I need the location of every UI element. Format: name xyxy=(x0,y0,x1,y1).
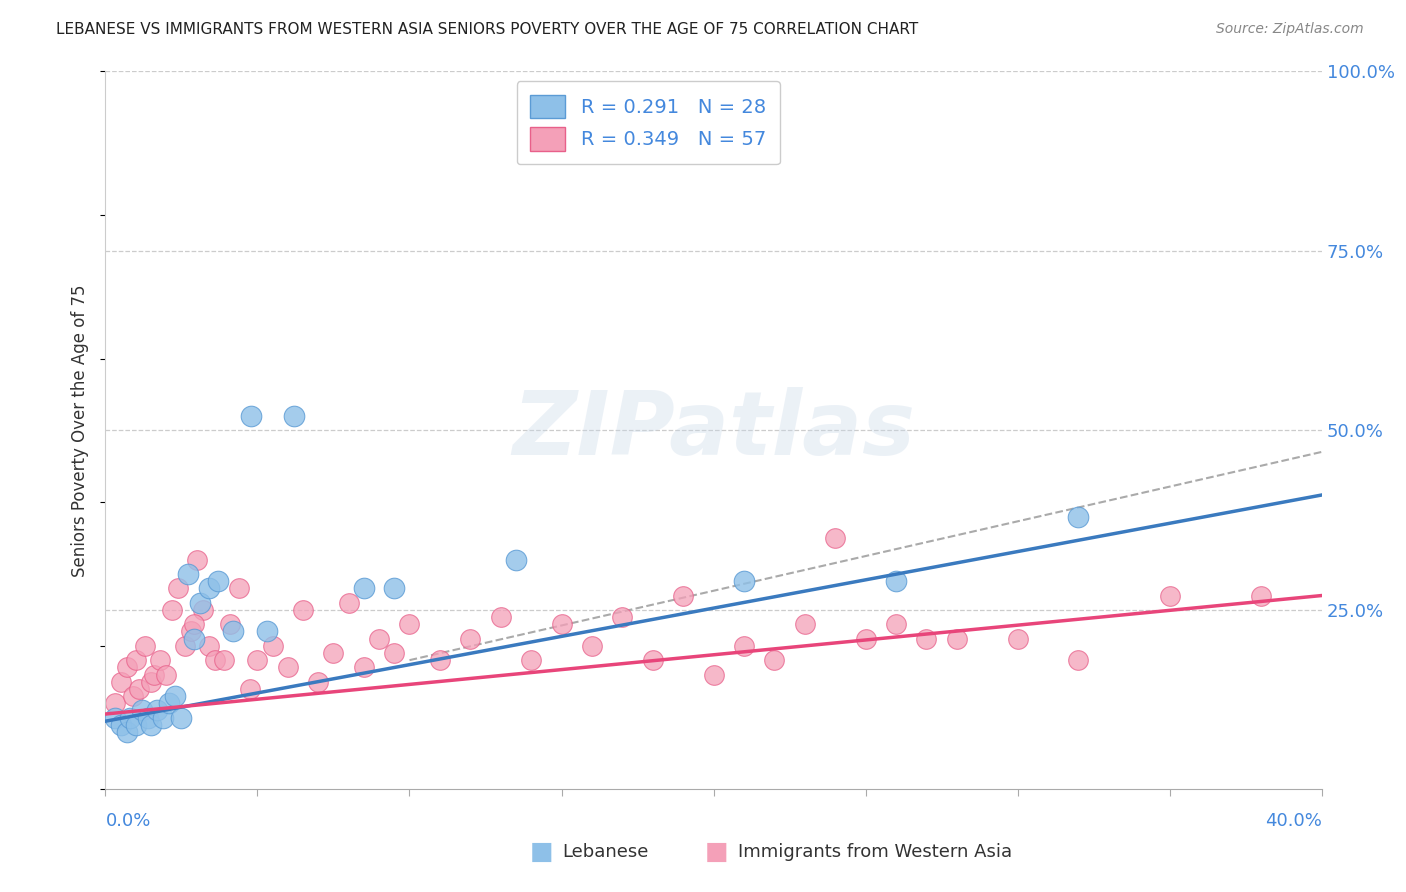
Point xyxy=(672,589,695,603)
Point xyxy=(240,409,263,423)
Point xyxy=(884,617,907,632)
Point xyxy=(125,718,148,732)
Text: 40.0%: 40.0% xyxy=(1265,812,1322,830)
Point xyxy=(824,531,846,545)
Point xyxy=(763,653,786,667)
Point xyxy=(176,567,198,582)
Point xyxy=(292,603,315,617)
Point xyxy=(162,603,184,617)
Point xyxy=(915,632,938,646)
Point xyxy=(277,660,299,674)
Point xyxy=(170,710,193,724)
Point xyxy=(143,667,166,681)
Point xyxy=(125,653,148,667)
Point xyxy=(155,667,177,681)
Point xyxy=(115,660,138,674)
Point xyxy=(191,603,214,617)
Point xyxy=(198,639,221,653)
Point xyxy=(152,710,174,724)
Point xyxy=(183,632,205,646)
Point xyxy=(793,617,815,632)
Y-axis label: Seniors Poverty Over the Age of 75: Seniors Poverty Over the Age of 75 xyxy=(72,285,90,576)
Point xyxy=(115,725,138,739)
Point xyxy=(219,617,242,632)
Point xyxy=(165,689,187,703)
Point xyxy=(134,639,156,653)
Point xyxy=(505,552,527,566)
Point xyxy=(256,624,278,639)
Point xyxy=(1007,632,1029,646)
Point xyxy=(246,653,269,667)
Point xyxy=(204,653,226,667)
Text: Immigrants from Western Asia: Immigrants from Western Asia xyxy=(738,843,1012,861)
Text: 0.0%: 0.0% xyxy=(105,812,150,830)
Point xyxy=(139,674,162,689)
Point xyxy=(110,674,132,689)
Point xyxy=(322,646,344,660)
Point xyxy=(1159,589,1181,603)
Point xyxy=(146,703,169,717)
Point xyxy=(307,674,329,689)
Text: ZIPatlas: ZIPatlas xyxy=(512,387,915,474)
Point xyxy=(382,646,405,660)
Point xyxy=(550,617,572,632)
Point xyxy=(103,710,125,724)
Point xyxy=(222,624,245,639)
Text: Source: ZipAtlas.com: Source: ZipAtlas.com xyxy=(1216,22,1364,37)
Point xyxy=(382,582,405,596)
Point xyxy=(118,710,141,724)
Point xyxy=(262,639,284,653)
Text: ■: ■ xyxy=(706,840,728,863)
Point xyxy=(149,653,172,667)
Point xyxy=(353,660,375,674)
Point xyxy=(884,574,907,589)
Point xyxy=(855,632,877,646)
Point xyxy=(103,696,125,710)
Text: LEBANESE VS IMMIGRANTS FROM WESTERN ASIA SENIORS POVERTY OVER THE AGE OF 75 CORR: LEBANESE VS IMMIGRANTS FROM WESTERN ASIA… xyxy=(56,22,918,37)
Point xyxy=(121,689,143,703)
Point xyxy=(398,617,420,632)
Point xyxy=(212,653,235,667)
Point xyxy=(198,582,221,596)
Point xyxy=(337,596,360,610)
Point xyxy=(520,653,543,667)
Point xyxy=(207,574,229,589)
Point xyxy=(733,574,755,589)
Point xyxy=(283,409,305,423)
Point xyxy=(128,681,150,696)
Point xyxy=(489,610,512,624)
Point xyxy=(239,681,262,696)
Point xyxy=(136,710,159,724)
Point xyxy=(1067,653,1090,667)
Point xyxy=(188,596,211,610)
Point xyxy=(173,639,195,653)
Point xyxy=(180,624,202,639)
Point xyxy=(945,632,967,646)
Point xyxy=(368,632,391,646)
Legend: R = 0.291   N = 28, R = 0.349   N = 57: R = 0.291 N = 28, R = 0.349 N = 57 xyxy=(516,81,779,164)
Point xyxy=(429,653,451,667)
Point xyxy=(131,703,153,717)
Point xyxy=(183,617,205,632)
Text: Lebanese: Lebanese xyxy=(562,843,648,861)
Text: ■: ■ xyxy=(530,840,553,863)
Point xyxy=(1067,509,1090,524)
Point xyxy=(641,653,664,667)
Point xyxy=(167,582,190,596)
Point xyxy=(157,696,180,710)
Point xyxy=(733,639,755,653)
Point xyxy=(353,582,375,596)
Point xyxy=(581,639,603,653)
Point xyxy=(110,718,132,732)
Point xyxy=(458,632,481,646)
Point xyxy=(612,610,634,624)
Point xyxy=(139,718,162,732)
Point xyxy=(186,552,208,566)
Point xyxy=(702,667,725,681)
Point xyxy=(1250,589,1272,603)
Point xyxy=(228,582,250,596)
